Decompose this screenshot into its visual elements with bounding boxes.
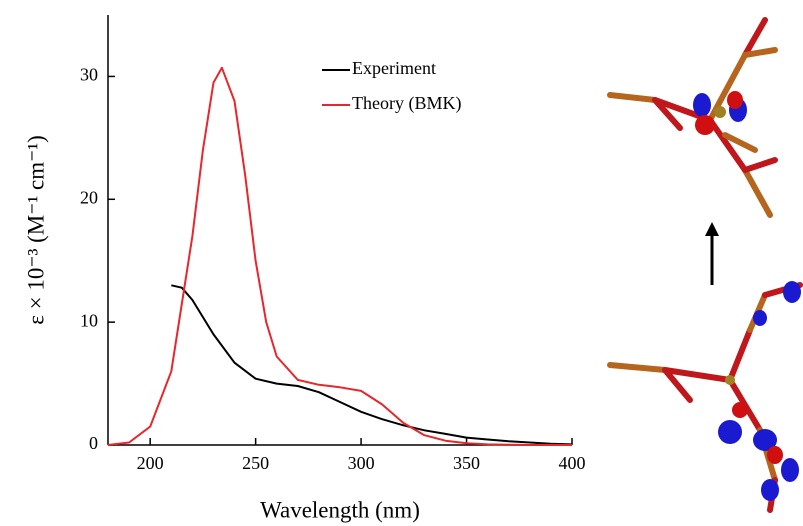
- x-tick-label: 400: [559, 453, 586, 473]
- x-tick-label: 350: [453, 453, 480, 473]
- y-tick-label: 20: [80, 187, 98, 207]
- figure: Wavelength (nm) ε × 10⁻³ (M⁻¹ cm⁻¹): [0, 0, 803, 526]
- y-tick-label: 0: [89, 433, 98, 453]
- molecule-bottom: [610, 281, 801, 510]
- series-line: [108, 68, 572, 445]
- arrow: [705, 222, 719, 285]
- x-tick-label: 200: [137, 453, 164, 473]
- legend-label: Experiment: [352, 58, 436, 78]
- series-line: [171, 285, 572, 444]
- y-axis-title: ε × 10⁻³ (M⁻¹ cm⁻¹): [23, 135, 48, 325]
- x-tick-label: 250: [242, 453, 269, 473]
- x-tick-label: 300: [348, 453, 375, 473]
- molecule-top: [610, 20, 775, 215]
- legend-label: Theory (BMK): [352, 93, 461, 114]
- x-axis-title: Wavelength (nm): [260, 497, 420, 522]
- y-tick-label: 30: [80, 65, 98, 85]
- y-tick-label: 10: [80, 310, 98, 330]
